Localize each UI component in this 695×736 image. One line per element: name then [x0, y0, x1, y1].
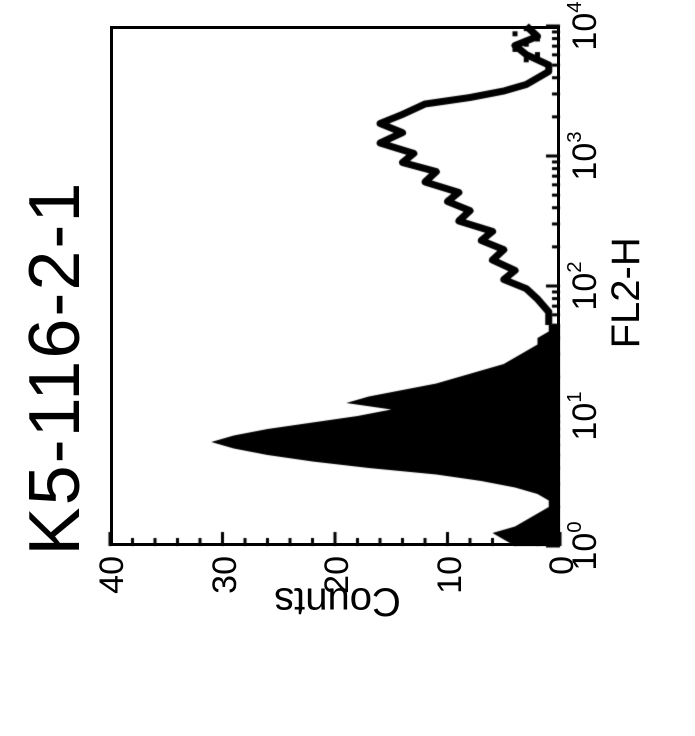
- x-tick-label: 104: [566, 0, 605, 56]
- y-tick-label: 30: [206, 556, 245, 594]
- histogram-data: [0, 0, 695, 736]
- x-tick-label: 100: [566, 516, 605, 576]
- x-axis-label: FL2-H: [604, 237, 649, 348]
- y-axis-label: Counts: [258, 579, 418, 624]
- x-tick-label: 103: [566, 126, 605, 186]
- y-tick-label: 40: [93, 556, 132, 594]
- x-tick-label: 102: [566, 256, 605, 316]
- x-tick-label: 101: [566, 386, 605, 446]
- y-tick-label: 10: [431, 556, 470, 594]
